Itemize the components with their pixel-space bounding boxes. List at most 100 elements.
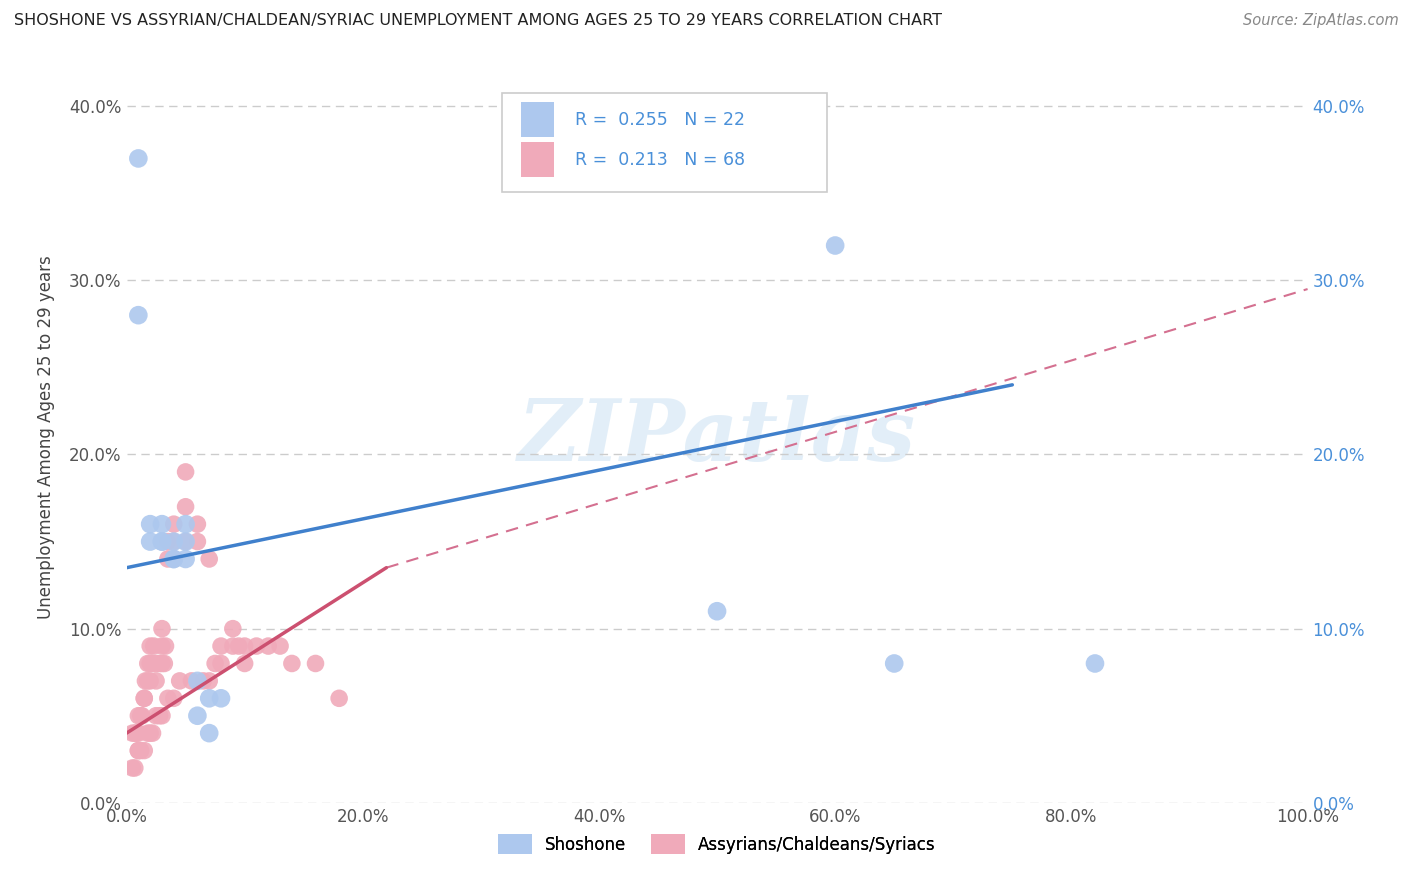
Point bbox=[186, 517, 208, 532]
Point bbox=[174, 552, 197, 566]
Point bbox=[127, 708, 149, 723]
Point bbox=[222, 622, 245, 636]
Point bbox=[304, 657, 326, 671]
Point bbox=[245, 639, 267, 653]
Point bbox=[193, 673, 215, 688]
Point bbox=[174, 534, 197, 549]
Point bbox=[121, 726, 143, 740]
Point bbox=[163, 552, 186, 566]
Point bbox=[136, 657, 159, 671]
Point bbox=[180, 673, 202, 688]
Point bbox=[127, 743, 149, 757]
Point bbox=[129, 708, 152, 723]
Legend: Shoshone, Assyrians/Chaldeans/Syriacs: Shoshone, Assyrians/Chaldeans/Syriacs bbox=[492, 828, 942, 860]
Y-axis label: Unemployment Among Ages 25 to 29 years: Unemployment Among Ages 25 to 29 years bbox=[38, 255, 55, 619]
FancyBboxPatch shape bbox=[522, 143, 554, 178]
Point bbox=[150, 517, 173, 532]
Point bbox=[228, 639, 250, 653]
Point bbox=[883, 657, 905, 671]
Point bbox=[204, 657, 226, 671]
Point bbox=[198, 673, 221, 688]
Point bbox=[139, 639, 162, 653]
Point bbox=[209, 639, 232, 653]
Point bbox=[163, 552, 186, 566]
Point bbox=[233, 639, 256, 653]
Point bbox=[174, 465, 197, 479]
FancyBboxPatch shape bbox=[502, 94, 827, 192]
Point bbox=[150, 534, 173, 549]
Point bbox=[145, 708, 167, 723]
Point bbox=[124, 726, 146, 740]
Point bbox=[328, 691, 350, 706]
Point bbox=[1084, 657, 1107, 671]
Point bbox=[145, 673, 167, 688]
Text: R =  0.255   N = 22: R = 0.255 N = 22 bbox=[575, 111, 745, 128]
Point bbox=[156, 552, 179, 566]
Point bbox=[222, 639, 245, 653]
Point bbox=[127, 726, 149, 740]
Point bbox=[139, 657, 162, 671]
Point bbox=[163, 534, 186, 549]
Point bbox=[142, 639, 165, 653]
Point bbox=[174, 517, 197, 532]
Point bbox=[134, 691, 156, 706]
Point bbox=[136, 673, 159, 688]
Point bbox=[156, 691, 179, 706]
Point bbox=[131, 708, 153, 723]
Point bbox=[706, 604, 728, 618]
Point bbox=[139, 673, 162, 688]
Point bbox=[174, 534, 197, 549]
Point bbox=[124, 761, 146, 775]
Point bbox=[163, 534, 186, 549]
Point bbox=[163, 552, 186, 566]
Point bbox=[139, 534, 162, 549]
Point bbox=[174, 500, 197, 514]
Point bbox=[155, 639, 177, 653]
Point bbox=[156, 534, 179, 549]
Point bbox=[169, 673, 191, 688]
Point bbox=[149, 708, 172, 723]
Point bbox=[134, 743, 156, 757]
Point bbox=[127, 743, 149, 757]
Point bbox=[186, 673, 208, 688]
Point bbox=[129, 743, 152, 757]
Point bbox=[198, 726, 221, 740]
Point bbox=[145, 657, 167, 671]
Point bbox=[186, 708, 208, 723]
Point bbox=[163, 517, 186, 532]
Point bbox=[141, 657, 163, 671]
Point bbox=[150, 534, 173, 549]
Point bbox=[150, 622, 173, 636]
Point bbox=[209, 657, 232, 671]
Point bbox=[198, 691, 221, 706]
Point bbox=[127, 152, 149, 166]
Text: R =  0.213   N = 68: R = 0.213 N = 68 bbox=[575, 151, 745, 169]
Point bbox=[125, 726, 148, 740]
Point bbox=[153, 657, 176, 671]
Point bbox=[209, 691, 232, 706]
Point bbox=[139, 517, 162, 532]
Point bbox=[127, 308, 149, 322]
Point bbox=[257, 639, 280, 653]
Point bbox=[163, 691, 186, 706]
Text: SHOSHONE VS ASSYRIAN/CHALDEAN/SYRIAC UNEMPLOYMENT AMONG AGES 25 TO 29 YEARS CORR: SHOSHONE VS ASSYRIAN/CHALDEAN/SYRIAC UNE… bbox=[14, 13, 942, 29]
Point bbox=[141, 726, 163, 740]
Point bbox=[281, 657, 304, 671]
Text: ZIPatlas: ZIPatlas bbox=[517, 395, 917, 479]
Point bbox=[139, 726, 162, 740]
Point bbox=[136, 726, 159, 740]
Point bbox=[233, 657, 256, 671]
Point bbox=[150, 657, 173, 671]
Point bbox=[150, 708, 173, 723]
Point bbox=[198, 552, 221, 566]
Point bbox=[824, 238, 846, 252]
Point bbox=[150, 639, 173, 653]
FancyBboxPatch shape bbox=[522, 102, 554, 137]
Point bbox=[149, 657, 172, 671]
Point bbox=[134, 673, 156, 688]
Point bbox=[269, 639, 291, 653]
Text: Source: ZipAtlas.com: Source: ZipAtlas.com bbox=[1243, 13, 1399, 29]
Point bbox=[186, 534, 208, 549]
Point bbox=[134, 691, 156, 706]
Point bbox=[121, 761, 143, 775]
